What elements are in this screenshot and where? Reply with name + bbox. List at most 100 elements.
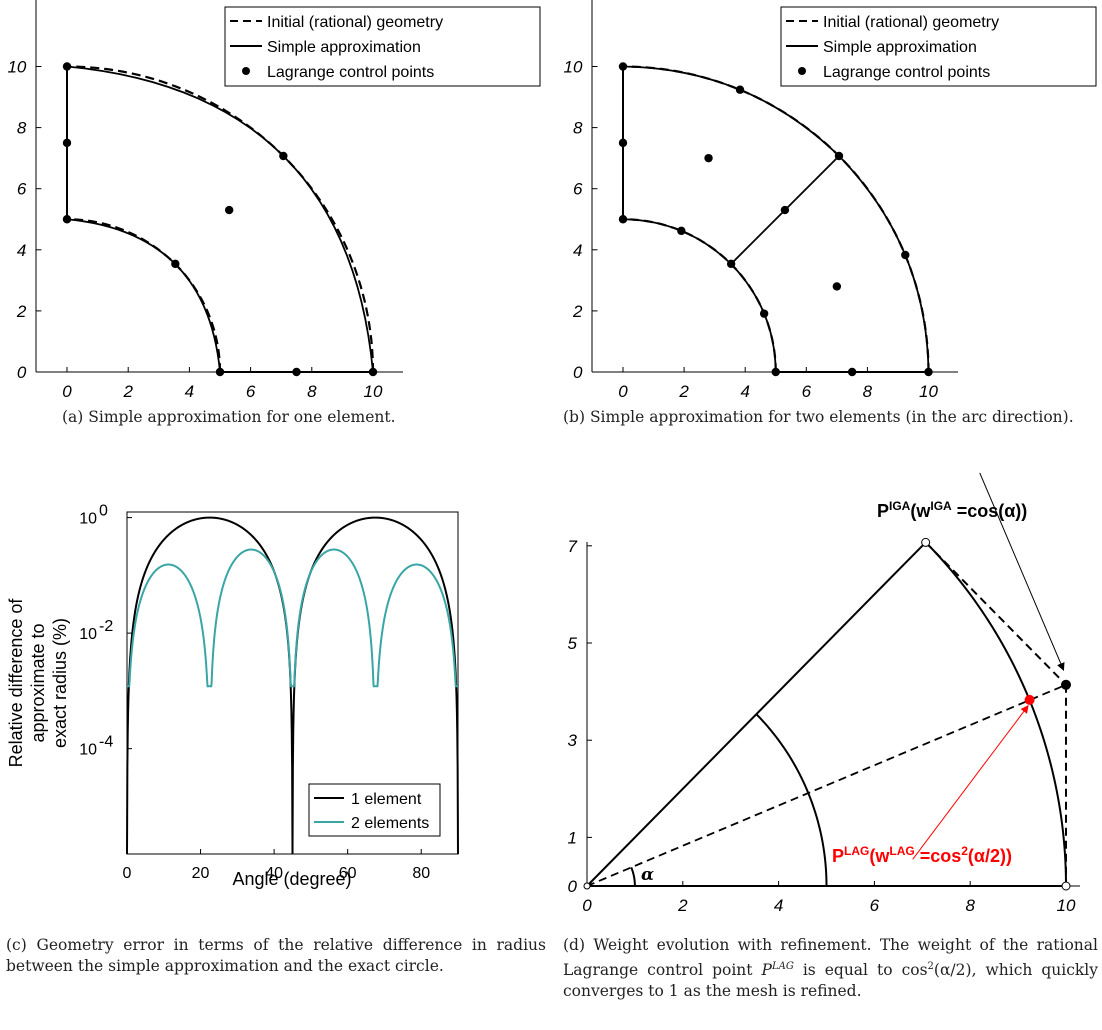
- y-tick-label: 6: [573, 180, 583, 199]
- y-tick-label: 0: [568, 877, 578, 896]
- control-point: [924, 367, 933, 377]
- x-tick-label: 10: [364, 382, 383, 401]
- y-tick-label: 7: [568, 537, 578, 556]
- panel-c-legend: 1 element 2 elements: [308, 783, 441, 837]
- p-iga-label: PIGA(wIGA =cos(α)): [877, 499, 1027, 521]
- y-tick-label: 2: [572, 302, 583, 321]
- x-tick-label: 6: [246, 382, 256, 401]
- x-tick-label: 20: [192, 865, 210, 882]
- control-point: [832, 282, 842, 291]
- y-label-line-3: exact radius (%): [50, 618, 70, 748]
- panel-b-chart: 0 2 4 6 8 10 0 2 4 6 8 10 Initial (rational) geomet…: [564, 0, 1097, 401]
- x-tick-label: 6: [870, 896, 880, 915]
- y-tick-label: 3: [568, 731, 578, 750]
- control-point: [618, 215, 628, 224]
- legend-label-initial: Initial (rational) geometry: [823, 14, 999, 31]
- exact-arc: [66, 65, 375, 373]
- control-point: [618, 62, 628, 71]
- legend-dot: [798, 67, 806, 75]
- control-point: [368, 367, 378, 377]
- legend-box: [224, 6, 541, 87]
- series-1-element: [126, 516, 459, 855]
- approx-arc: [66, 65, 374, 373]
- control-point: [171, 259, 180, 269]
- caption-c: (c) Geometry error in terms of the relat…: [6, 936, 546, 975]
- panel-c-y-axis-label: Relative difference of approximate to ex…: [6, 598, 70, 768]
- control-point: [62, 215, 72, 224]
- x-tick-label: 6: [802, 382, 812, 401]
- x-tick-label: 4: [740, 382, 749, 401]
- legend-label-points: Lagrange control points: [823, 64, 990, 81]
- panel-d-ticks: 0 2 4 6 8 10 0 1 3 5 7: [568, 537, 1076, 915]
- y-tick-label: 2: [16, 302, 27, 321]
- panel-b-control-points: [618, 62, 933, 377]
- p-lag-point: [1024, 694, 1035, 705]
- caption-d-line-3b: (α/2), which quickly converges to 1 as t…: [563, 961, 1099, 1001]
- caption-d-symbol: P: [761, 961, 772, 980]
- x-tick-label: 0: [618, 382, 628, 401]
- x-tick-label: 10: [919, 382, 938, 401]
- control-point: [292, 367, 301, 377]
- control-point: [901, 250, 910, 260]
- y-label-line-1: Relative difference of: [6, 598, 26, 768]
- control-point: [62, 62, 72, 71]
- x-tick-label: 4: [185, 382, 194, 401]
- caption-d-line-3a: cos: [901, 961, 928, 980]
- p-iga-annotation: PIGA(wIGA =cos(α)): [877, 499, 1027, 521]
- control-point: [735, 85, 745, 94]
- corner-point-top: [921, 537, 931, 547]
- panel-c-x-axis-label: Angle (degree): [232, 869, 351, 889]
- y-tick-label: 4: [573, 241, 582, 260]
- y-tick-label: 10: [7, 58, 26, 77]
- caption-d-line-4: refined.: [800, 982, 862, 1001]
- panel-a-chart: 0 2 4 6 8 10 0 2 4 6 8 10 Initial (rational) geomet…: [7, 0, 541, 402]
- legend-label-2-elements: 2 elements: [351, 815, 429, 832]
- control-point: [726, 259, 736, 269]
- panel-b-legend: Initial (rational) geometry Simple appro…: [780, 6, 1097, 87]
- caption-d-line-1: (d) Weight evolution with refinement. Th…: [563, 936, 995, 954]
- x-tick-label: 40: [265, 865, 283, 882]
- panel-a-ticks: 0 2 4 6 8 10 0 2 4 6 8 10: [7, 58, 383, 402]
- y-tick-label: 10: [564, 58, 583, 77]
- x-tick-label: 80: [412, 865, 430, 882]
- control-point: [780, 205, 790, 215]
- panel-d-geometry: [583, 472, 1071, 891]
- control-point: [834, 151, 844, 161]
- x-tick-label: 60: [339, 865, 357, 882]
- p-lag-arrow: [912, 705, 1029, 860]
- panel-d-chart: 0 2 4 6 8 10 0 1 3 5 7 PIGA(wIGA =cos(α)) PLAG(wLA…: [568, 472, 1080, 915]
- y-tick-label: 0: [573, 363, 583, 382]
- approx-arc: [66, 218, 221, 373]
- x-tick-label: 2: [678, 382, 689, 401]
- caption-d: (d) Weight evolution with refinement. Th…: [563, 935, 1098, 1002]
- x-tick-label: 4: [774, 896, 783, 915]
- x-tick-label: 10: [1057, 896, 1076, 915]
- dashed-ray: [586, 683, 1067, 887]
- caption-d-sup2: 2: [927, 961, 934, 972]
- x-tick-label: 2: [122, 382, 133, 401]
- legend-label-points: Lagrange control points: [267, 64, 434, 81]
- y-tick-label: 1: [568, 828, 577, 847]
- y-tick-label: 4: [17, 241, 26, 260]
- y-tick-label: 8: [17, 119, 27, 138]
- y-tick-label: 6: [17, 180, 27, 199]
- x-tick-label: 0: [123, 865, 132, 882]
- control-point: [704, 153, 713, 163]
- legend-dot: [242, 67, 250, 75]
- y-tick-label: 8: [573, 119, 583, 138]
- series-2-elements: [127, 548, 458, 688]
- legend-label-approx: Simple approximation: [823, 39, 977, 56]
- y-tick-label: 0: [17, 363, 27, 382]
- corner-point-right: [1061, 881, 1071, 891]
- control-point: [677, 226, 686, 236]
- caption-b: (b) Simple approximation for two element…: [563, 408, 1074, 426]
- control-point: [279, 151, 288, 161]
- panel-a-control-points: [62, 62, 378, 377]
- control-point: [771, 367, 780, 377]
- y-tick-label: 10: [79, 742, 97, 759]
- dashed-control-line: [924, 541, 1067, 686]
- x-tick-label: 0: [62, 382, 72, 401]
- control-point: [62, 138, 72, 148]
